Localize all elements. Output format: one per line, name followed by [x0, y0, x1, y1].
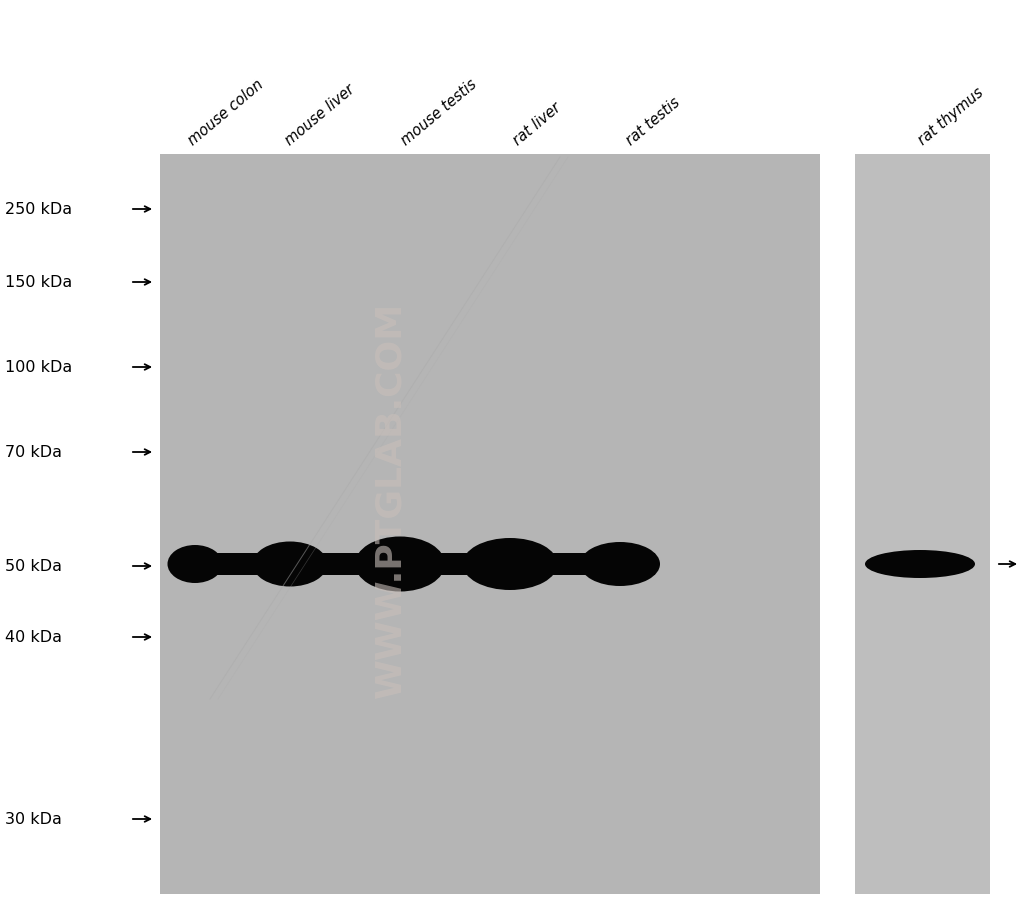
Text: rat testis: rat testis: [623, 95, 683, 148]
Ellipse shape: [252, 542, 328, 587]
Ellipse shape: [865, 550, 975, 578]
Text: 40 kDa: 40 kDa: [5, 630, 62, 645]
Bar: [160, 155, 820, 894]
Text: 30 kDa: 30 kDa: [5, 812, 62, 826]
Text: 250 kDa: 250 kDa: [5, 202, 72, 217]
Text: 100 kDa: 100 kDa: [5, 360, 72, 375]
Text: 150 kDa: 150 kDa: [5, 275, 72, 290]
Text: mouse liver: mouse liver: [282, 81, 357, 148]
Text: 50 kDa: 50 kDa: [5, 559, 62, 574]
Ellipse shape: [355, 537, 445, 592]
Ellipse shape: [168, 546, 222, 584]
Text: rat thymus: rat thymus: [916, 85, 987, 148]
Bar: [172, 554, 655, 575]
Bar: [855, 155, 990, 894]
Text: mouse testis: mouse testis: [399, 77, 480, 148]
Ellipse shape: [580, 542, 660, 586]
Text: WWW.PTGLAB.COM: WWW.PTGLAB.COM: [373, 301, 407, 697]
Ellipse shape: [462, 538, 557, 590]
Text: 70 kDa: 70 kDa: [5, 445, 62, 460]
Text: rat liver: rat liver: [510, 99, 563, 148]
Text: mouse colon: mouse colon: [185, 77, 267, 148]
